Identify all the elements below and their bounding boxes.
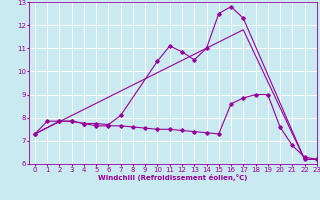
X-axis label: Windchill (Refroidissement éolien,°C): Windchill (Refroidissement éolien,°C) [98, 174, 247, 181]
